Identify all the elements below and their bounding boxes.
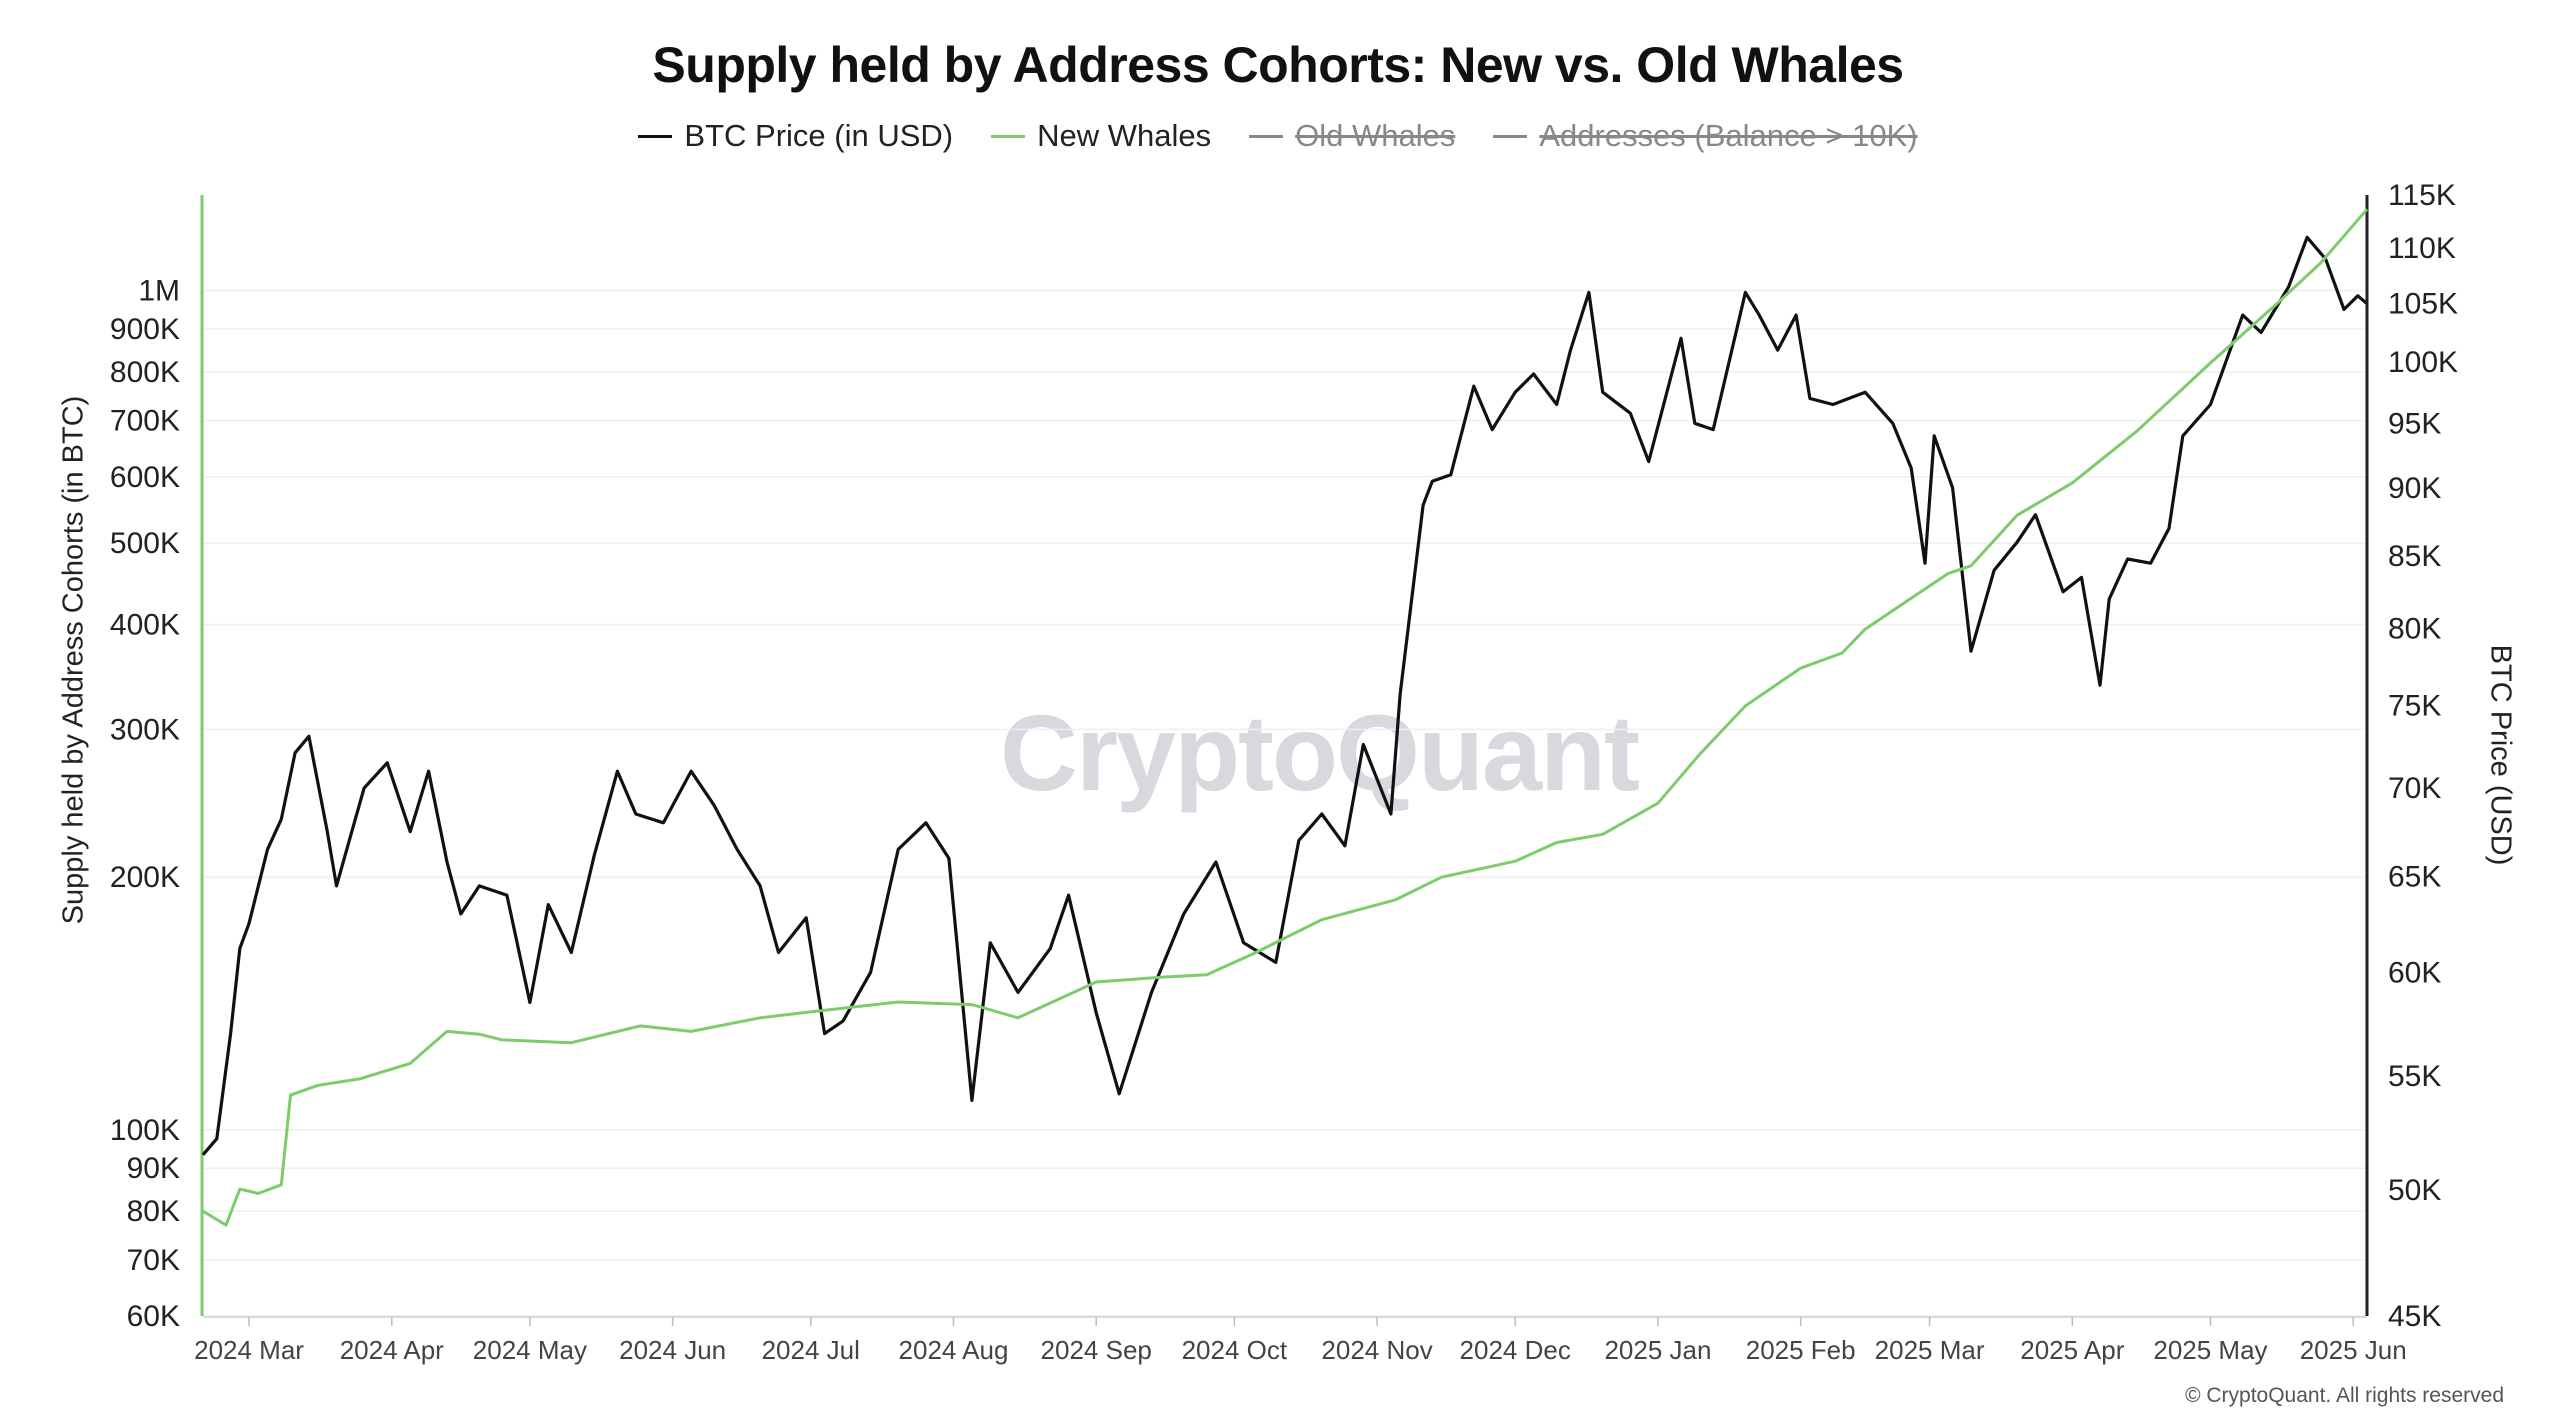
x-tick-label-15: 2025 Jun [2300, 1335, 2407, 1365]
y-left-tick-label-10: 700K [110, 405, 180, 438]
y-left-tick-label-7: 400K [110, 609, 180, 642]
x-tick-label-4: 2024 Jul [762, 1335, 860, 1365]
x-tick-label-2: 2024 May [473, 1335, 587, 1365]
y-left-tick-label-0: 60K [127, 1300, 180, 1333]
x-tick-label-14: 2025 May [2153, 1335, 2267, 1365]
y-left-tick-label-2: 80K [127, 1195, 180, 1228]
legend: BTC Price (in USD) New Whales Old Whales… [0, 118, 2556, 154]
x-tick-label-5: 2024 Aug [899, 1335, 1009, 1365]
series-line-btc-price-in-usd [201, 235, 2369, 1156]
x-tick-label-6: 2024 Sep [1041, 1335, 1152, 1365]
legend-label-addresses-10k: Addresses (Balance > 10K) [1539, 118, 1918, 153]
x-tick-label-9: 2024 Dec [1460, 1335, 1571, 1365]
y-left-tick-label-3: 90K [127, 1152, 180, 1185]
y-right-tick-label-6: 75K [2388, 690, 2441, 723]
y-right-tick-label-4: 65K [2388, 861, 2441, 894]
y-right-tick-label-2: 55K [2388, 1060, 2441, 1093]
legend-item-addresses-10k[interactable]: Addresses (Balance > 10K) [1493, 118, 1918, 154]
x-tick-label-10: 2025 Jan [1604, 1335, 1711, 1365]
legend-item-old-whales[interactable]: Old Whales [1249, 118, 1455, 154]
x-tick-label-11: 2025 Feb [1746, 1335, 1856, 1365]
y-left-tick-label-4: 100K [110, 1114, 180, 1147]
x-tick-label-1: 2024 Apr [340, 1335, 444, 1365]
y-right-tick-label-9: 90K [2388, 472, 2441, 505]
legend-label-new-whales: New Whales [1037, 118, 1212, 153]
x-tick-label-7: 2024 Oct [1182, 1335, 1288, 1365]
legend-swatch-btc-price [638, 134, 673, 138]
y-left-tick-label-11: 800K [110, 356, 180, 389]
y-axis-left-title: Supply held by Address Cohorts (in BTC) [57, 395, 90, 925]
y-right-tick-label-0: 45K [2388, 1300, 2441, 1333]
y-left-tick-label-8: 500K [110, 527, 180, 560]
y-left-tick-label-13: 1M [138, 275, 180, 308]
legend-item-btc-price[interactable]: BTC Price (in USD) [638, 118, 953, 154]
watermark: CryptoQuant [1000, 692, 1640, 813]
y-right-tick-label-10: 95K [2388, 407, 2441, 440]
y-axis-right-title: BTC Price (USD) [2484, 644, 2517, 866]
y-left-tick-label-6: 300K [110, 713, 180, 746]
y-left-tick-label-9: 600K [110, 461, 180, 494]
legend-item-new-whales[interactable]: New Whales [991, 118, 1211, 154]
x-tick-label-12: 2025 Mar [1875, 1335, 1985, 1365]
copyright-notice: © CryptoQuant. All rights reserved [2185, 1384, 2504, 1407]
x-tick-label-0: 2024 Mar [194, 1335, 304, 1365]
y-right-tick-label-7: 80K [2388, 613, 2441, 646]
series-line-new-whales [202, 208, 2369, 1227]
legend-label-old-whales: Old Whales [1295, 118, 1456, 153]
y-right-tick-label-14: 115K [2388, 179, 2456, 212]
y-right-tick-label-1: 50K [2388, 1174, 2441, 1207]
y-right-tick-label-8: 85K [2388, 540, 2441, 573]
y-right-tick-label-11: 100K [2388, 346, 2458, 379]
x-tick-label-8: 2024 Nov [1321, 1335, 1432, 1365]
chart-title: Supply held by Address Cohorts: New vs. … [652, 37, 1904, 93]
x-tick-label-3: 2024 Jun [619, 1335, 726, 1365]
x-tick-label-13: 2025 Apr [2020, 1335, 2124, 1365]
y-right-tick-label-3: 60K [2388, 956, 2441, 989]
y-left-tick-label-1: 70K [127, 1244, 180, 1277]
y-left-tick-label-12: 900K [110, 313, 180, 346]
legend-swatch-old-whales [1249, 134, 1284, 138]
y-right-tick-label-13: 110K [2388, 232, 2456, 265]
legend-label-btc-price: BTC Price (in USD) [684, 118, 954, 153]
y-right-tick-label-12: 105K [2388, 288, 2458, 321]
y-right-tick-label-5: 70K [2388, 772, 2441, 805]
y-left-tick-label-5: 200K [110, 861, 180, 894]
legend-swatch-new-whales [991, 134, 1026, 138]
legend-swatch-addresses-10k [1493, 134, 1528, 138]
